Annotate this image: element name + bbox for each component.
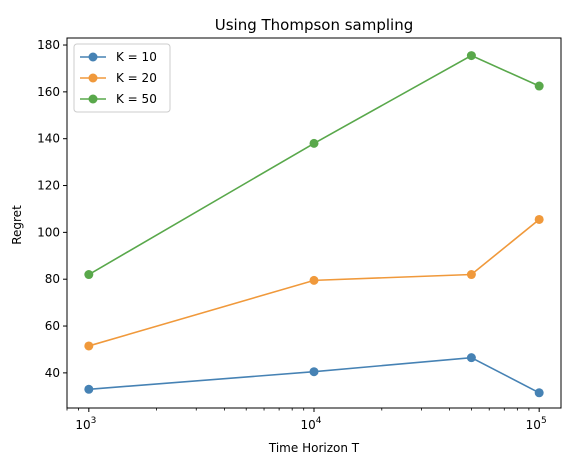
data-point (309, 138, 319, 148)
chart-title: Using Thompson sampling (215, 16, 414, 34)
x-tick-label: 103 (75, 416, 96, 432)
y-tick-label: 140 (37, 132, 60, 146)
legend-item: K = 10 (80, 50, 157, 64)
legend-box (73, 43, 171, 113)
y-tick-label: 120 (37, 179, 60, 193)
series-3 (84, 51, 544, 280)
data-point (466, 353, 476, 363)
series-line (88, 356, 540, 394)
data-point (84, 270, 94, 280)
series-2 (84, 214, 544, 351)
x-tick-label: 105 (526, 416, 547, 432)
y-tick-label: 180 (37, 38, 60, 52)
y-tick-label: 60 (45, 319, 60, 333)
y-tick-label: 100 (37, 225, 60, 239)
data-point (84, 384, 94, 394)
data-point (309, 275, 319, 285)
legend-item: K = 50 (80, 92, 157, 106)
x-tick-label: 104 (300, 416, 321, 432)
data-point (84, 341, 94, 351)
legend-label: K = 20 (116, 71, 157, 85)
x-axis-label: Time Horizon T (268, 441, 360, 455)
legend-marker (88, 73, 98, 83)
series-line (88, 54, 540, 276)
y-tick-label: 160 (37, 85, 60, 99)
legend-item: K = 20 (80, 71, 157, 85)
data-point (534, 388, 544, 398)
legend-label: K = 10 (116, 50, 157, 64)
plot-area: 40 60 80 100 120 140 160 180 103 104 105 (37, 37, 562, 432)
data-point (309, 367, 319, 377)
legend-label: K = 50 (116, 92, 157, 106)
y-axis-label: Regret (10, 205, 24, 245)
y-tick-label: 40 (45, 366, 60, 380)
series-1 (84, 353, 544, 398)
data-point (534, 81, 544, 91)
legend-marker (88, 52, 98, 62)
data-point (466, 51, 476, 61)
data-point (466, 270, 476, 280)
legend-marker (88, 94, 98, 104)
legend: K = 10 K = 20 K = 50 (73, 43, 171, 113)
series-line (88, 218, 540, 347)
data-point (534, 214, 544, 224)
y-tick-label: 80 (45, 272, 60, 286)
